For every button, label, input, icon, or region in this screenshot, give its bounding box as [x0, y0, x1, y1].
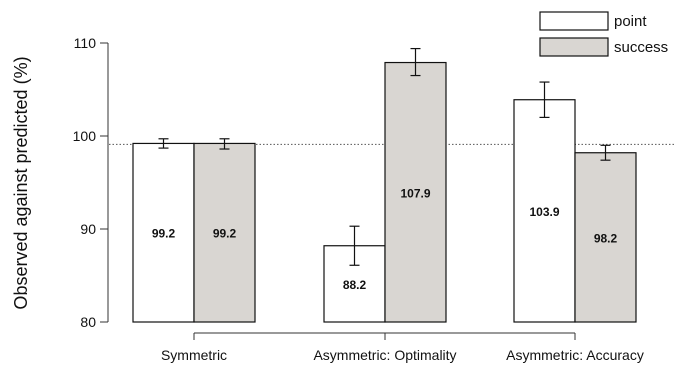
y-tick-label: 90 [80, 221, 96, 237]
error-bar [349, 225, 360, 266]
legend-swatch-success [539, 37, 609, 57]
error-bar [219, 138, 230, 150]
error-bar [539, 81, 550, 119]
data-label: 98.2 [594, 231, 618, 245]
bar-point [132, 142, 195, 323]
bar-success [384, 61, 447, 323]
bar-success [193, 142, 256, 323]
y-tick-label: 100 [73, 128, 97, 144]
x-axis: Symmetric Asymmetric: Optimality Asymmetri… [161, 332, 644, 363]
legend-label: success [614, 39, 668, 56]
y-tick-label: 110 [74, 35, 97, 51]
error-bar [410, 47, 421, 77]
error-bar [158, 138, 169, 149]
data-label: 103.9 [529, 205, 559, 219]
x-tick-label: Asymmetric: Accuracy [506, 347, 644, 363]
legend-label: point [614, 13, 647, 30]
data-label: 99.2 [152, 227, 176, 241]
x-tick-label: Asymmetric: Optimality [313, 347, 456, 363]
bars: 99.2 99.2 88.2 107.9 103.9 98.2 [132, 47, 637, 323]
y-tick-label: 80 [80, 314, 96, 330]
data-label: 88.2 [343, 278, 367, 292]
legend-swatch-point [539, 11, 609, 31]
bar-success [574, 152, 637, 323]
legend: point success [539, 11, 668, 57]
error-bar [600, 144, 611, 161]
data-label: 99.2 [213, 227, 237, 241]
data-label: 107.9 [400, 186, 430, 200]
y-axis: 80 90 100 110 [73, 35, 109, 330]
x-tick-label: Symmetric [161, 347, 227, 363]
y-axis-label: Observed against predicted (%) [11, 56, 31, 309]
